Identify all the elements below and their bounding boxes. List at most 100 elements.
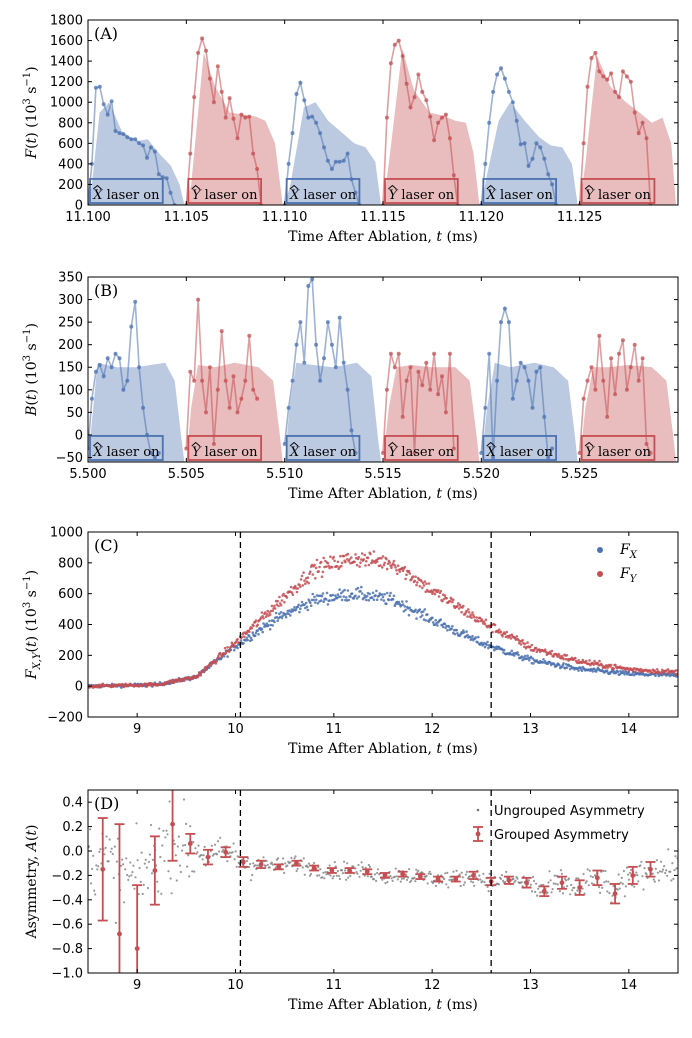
ungrouped-point (536, 894, 539, 897)
scatter-point-f-y (197, 675, 200, 678)
scatter-point-f-y (421, 586, 424, 590)
data-point (388, 351, 393, 356)
ungrouped-point (158, 827, 161, 830)
data-point (424, 98, 429, 103)
scatter-point-f-x (434, 619, 438, 622)
ungrouped-point (319, 868, 322, 871)
ungrouped-point (150, 872, 154, 875)
ungrouped-point (294, 855, 297, 858)
scatter-point-f-x (268, 619, 271, 623)
scatter-point-f-x (287, 612, 290, 615)
scatter-point-f-x (239, 639, 243, 642)
y-tick-label: 1600 (50, 34, 83, 49)
scatter-point-f-y (427, 582, 431, 585)
y-tick-label: −50 (56, 451, 83, 466)
data-point (447, 351, 452, 356)
data-point (542, 414, 547, 419)
ungrouped-point (428, 870, 431, 873)
ungrouped-point (643, 867, 646, 870)
ungrouped-point (667, 848, 670, 851)
ungrouped-point (188, 875, 191, 878)
ungrouped-point (276, 857, 280, 860)
scatter-point-f-y (226, 646, 229, 649)
scatter-point-f-y (425, 582, 428, 585)
scatter-point-f-y (248, 630, 251, 633)
legend-label: FX (619, 542, 638, 561)
scatter-point-f-y (422, 584, 426, 587)
hat-accent (289, 441, 299, 447)
data-point (593, 50, 598, 55)
scatter-point-f-y (229, 645, 233, 649)
data-point (318, 378, 323, 383)
scatter-point-f-x (306, 608, 310, 612)
data-point (526, 163, 531, 168)
scatter-point-f-y (355, 563, 359, 567)
ungrouped-point (323, 877, 326, 880)
scatter-point-f-y (592, 663, 595, 666)
data-point (428, 114, 433, 119)
ungrouped-point (264, 864, 267, 868)
grouped-point (630, 873, 636, 878)
scatter-point-f-x (431, 616, 434, 620)
data-point (337, 159, 342, 164)
ungrouped-point (94, 893, 97, 896)
hat-accent (388, 441, 397, 447)
data-point (601, 74, 606, 79)
ungrouped-point (577, 877, 580, 880)
scatter-point-f-y (421, 581, 425, 585)
ungrouped-point (90, 882, 93, 885)
data-point (129, 137, 134, 142)
x-tick-label: 5.520 (463, 467, 500, 482)
scatter-point-f-y (268, 613, 272, 616)
data-point (522, 365, 527, 370)
ungrouped-point (333, 861, 336, 864)
scatter-point-f-y (359, 561, 362, 564)
ungrouped-point (534, 890, 537, 894)
ungrouped-point (512, 877, 515, 881)
scatter-point-f-y (256, 623, 260, 627)
scatter-point-f-y (388, 561, 392, 564)
data-point (384, 387, 389, 392)
data-point (333, 365, 338, 370)
scatter-point-f-y (320, 575, 324, 578)
ungrouped-point (166, 833, 169, 836)
scatter-point-f-y (437, 595, 441, 598)
scatter-point-f-x (543, 660, 547, 663)
ungrouped-point (212, 853, 216, 856)
ungrouped-point (361, 866, 364, 869)
scatter-point-f-x (392, 594, 396, 598)
ungrouped-point (193, 870, 196, 873)
x-axis-label: Time After Ablation, t (ms) (288, 486, 478, 502)
scatter-point-f-x (367, 599, 371, 602)
ungrouped-point (115, 860, 118, 863)
ungrouped-point (197, 844, 200, 847)
scatter-point-f-y (228, 650, 231, 653)
scatter-point-f-x (529, 655, 533, 659)
scatter-point-f-y (523, 645, 526, 649)
data-point (624, 74, 629, 79)
scatter-point-f-x (303, 603, 306, 607)
data-point (255, 396, 260, 401)
grouped-point (311, 865, 317, 871)
scatter-point-f-y (217, 654, 220, 658)
grouped-point (471, 873, 476, 878)
ungrouped-point (163, 859, 166, 863)
data-point (117, 131, 122, 136)
data-point (597, 69, 602, 74)
scatter-point-f-x (250, 638, 254, 642)
scatter-point-f-y (515, 635, 519, 638)
ungrouped-point (404, 873, 408, 876)
scatter-point-f-x (531, 657, 534, 660)
x-axis-label: Time After Ablation, t (ms) (288, 997, 478, 1013)
y-tick-label: 0 (75, 680, 83, 695)
scatter-point-f-y (357, 555, 361, 559)
data-point (290, 131, 295, 136)
scatter-point-f-x (278, 612, 281, 616)
ungrouped-point (639, 864, 642, 867)
scatter-point-f-x (233, 648, 236, 652)
data-point (251, 151, 256, 156)
axes-frame (87, 19, 679, 206)
scatter-point-f-y (416, 581, 419, 584)
data-point (632, 342, 637, 347)
data-point (200, 36, 205, 41)
